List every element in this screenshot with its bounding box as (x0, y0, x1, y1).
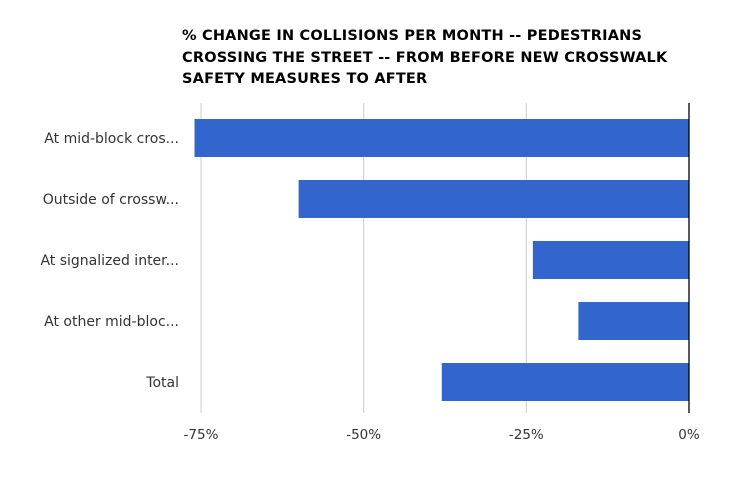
category-label: At signalized inter... (40, 253, 179, 269)
category-label: Outside of crossw... (43, 192, 179, 208)
bar (298, 180, 689, 218)
chart-title-line-2: CROSSING THE STREET -- FROM BEFORE NEW C… (182, 49, 668, 66)
x-tick-label: -50% (346, 427, 381, 443)
chart-title-line-3: SAFETY MEASURES TO AFTER (182, 71, 428, 87)
category-label: At other mid-bloc... (44, 314, 179, 330)
x-tick-label: -75% (184, 427, 219, 443)
category-labels: At mid-block cros... Outside of crossw...… (40, 131, 179, 391)
category-label: At mid-block cros... (44, 131, 179, 147)
x-axis-tick-labels: -75% -50% -25% 0% (184, 427, 700, 443)
category-label: Total (145, 375, 179, 391)
bar (441, 363, 689, 401)
bar (532, 241, 689, 279)
chart-title: % CHANGE IN COLLISIONS PER MONTH -- PEDE… (182, 26, 722, 91)
bars (194, 119, 689, 401)
chart-title-line-1: % CHANGE IN COLLISIONS PER MONTH -- PEDE… (182, 28, 643, 44)
bar (578, 302, 689, 340)
x-tick-label: -25% (509, 427, 544, 443)
x-tick-label: 0% (678, 427, 700, 443)
bar (194, 119, 689, 157)
